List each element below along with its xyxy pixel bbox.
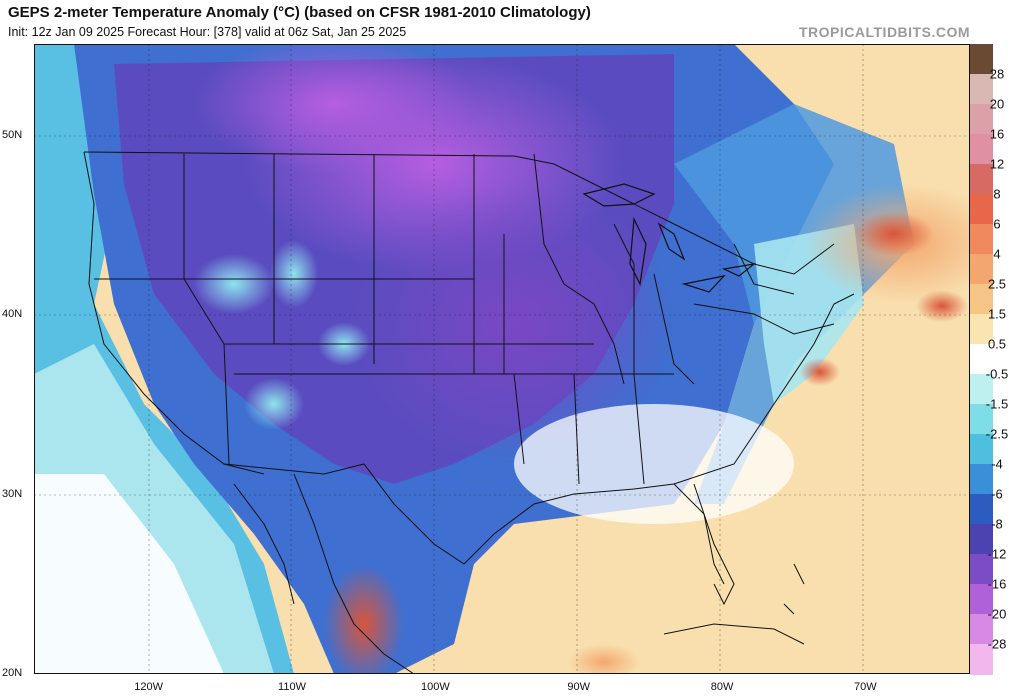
- longitude-label: 70W: [854, 681, 877, 693]
- color-scale-swatch: [970, 404, 993, 435]
- pacific-neutral-field: [34, 474, 224, 674]
- color-scale-swatch: [970, 344, 993, 375]
- color-scale-swatch: [970, 644, 993, 675]
- color-scale-label: -28: [987, 636, 1007, 652]
- mountain-cool-4: [244, 378, 304, 430]
- color-scale-swatch: [970, 224, 993, 255]
- color-scale-swatch: [970, 434, 993, 465]
- color-scale-label: -1.5: [985, 396, 1009, 412]
- mountain-cool-2: [270, 240, 318, 308]
- color-scale-label: 20: [989, 96, 1005, 112]
- longitude-label: 90W: [567, 681, 590, 693]
- longitude-label: 100W: [420, 681, 450, 693]
- brand-watermark: TROPICALTIDBITS.COM: [798, 24, 970, 40]
- great-lakes: [582, 183, 757, 293]
- color-scale-swatch: [970, 164, 993, 195]
- color-scale-swatch: [970, 524, 993, 555]
- latitude-label: 50N: [2, 128, 23, 141]
- color-scale-label: -0.5: [985, 366, 1009, 382]
- color-scale-swatch: [970, 134, 993, 165]
- mexico-warm: [324, 564, 404, 674]
- atlantic-warm-coast: [800, 358, 840, 386]
- color-scale-label: -12: [987, 546, 1007, 562]
- color-scale-swatch: [970, 554, 993, 585]
- mountain-cool-1: [194, 254, 274, 314]
- color-scale-swatch: [970, 314, 993, 345]
- color-scale-label: -4: [991, 456, 1003, 472]
- color-scale-label: 0.5: [987, 336, 1007, 352]
- color-scale-label: -8: [991, 516, 1003, 532]
- map-subtitle: Init: 12z Jan 09 2025 Forecast Hour: [37…: [8, 25, 407, 39]
- atlantic-warm-core: [854, 212, 934, 256]
- color-scale: 28 20 16 12 8 6 4 2.5 1.5 0.5 -0.5 -1.5 -2.5 -4 -6 -8 -1…: [970, 44, 1024, 675]
- gulf-neutral: [514, 404, 794, 524]
- map-frame: [34, 44, 970, 674]
- color-scale-label: -16: [987, 576, 1007, 592]
- color-scale-swatch: [970, 584, 993, 615]
- color-scale-label: -6: [991, 486, 1003, 502]
- color-scale-label: 16: [989, 126, 1005, 142]
- boundary-lines: [83, 151, 855, 585]
- color-scale-swatch: [970, 74, 993, 105]
- atlantic-warm-east: [916, 290, 968, 322]
- color-scale-swatch: [970, 104, 993, 135]
- color-scale-swatch: [970, 44, 993, 75]
- magenta-north: [194, 44, 474, 174]
- color-scale-swatch: [970, 464, 993, 495]
- color-scale-label: 8: [993, 186, 1001, 202]
- color-scale-label: 4: [993, 246, 1001, 262]
- anomaly-map: [34, 44, 970, 674]
- graticule: [34, 44, 970, 674]
- color-scale-label: 12: [989, 156, 1005, 172]
- color-scale-swatch: [970, 194, 993, 225]
- caribbean-warm: [568, 644, 640, 674]
- longitude-label: 110W: [278, 681, 306, 693]
- color-scale-label: -20: [987, 606, 1007, 622]
- coastlines: [233, 473, 805, 674]
- latitude-label: 30N: [2, 487, 23, 500]
- color-scale-swatch: [970, 614, 993, 645]
- color-scale-swatch: [970, 374, 993, 405]
- color-scale-label: 2.5: [987, 276, 1007, 292]
- color-scale-label: -2.5: [985, 426, 1009, 442]
- color-scale-swatch: [970, 254, 993, 285]
- latitude-label: 20N: [2, 667, 23, 679]
- color-scale-swatch: [970, 284, 993, 315]
- longitude-label: 80W: [710, 681, 734, 693]
- longitude-label: 120W: [134, 681, 164, 693]
- latitude-label: 40N: [2, 308, 23, 321]
- color-scale-swatch: [970, 494, 993, 525]
- color-scale-label: 28: [989, 66, 1005, 82]
- color-scale-label: 1.5: [987, 306, 1007, 322]
- map-title: GEPS 2-meter Temperature Anomaly (°C) (b…: [8, 4, 591, 21]
- color-scale-label: 6: [993, 216, 1001, 232]
